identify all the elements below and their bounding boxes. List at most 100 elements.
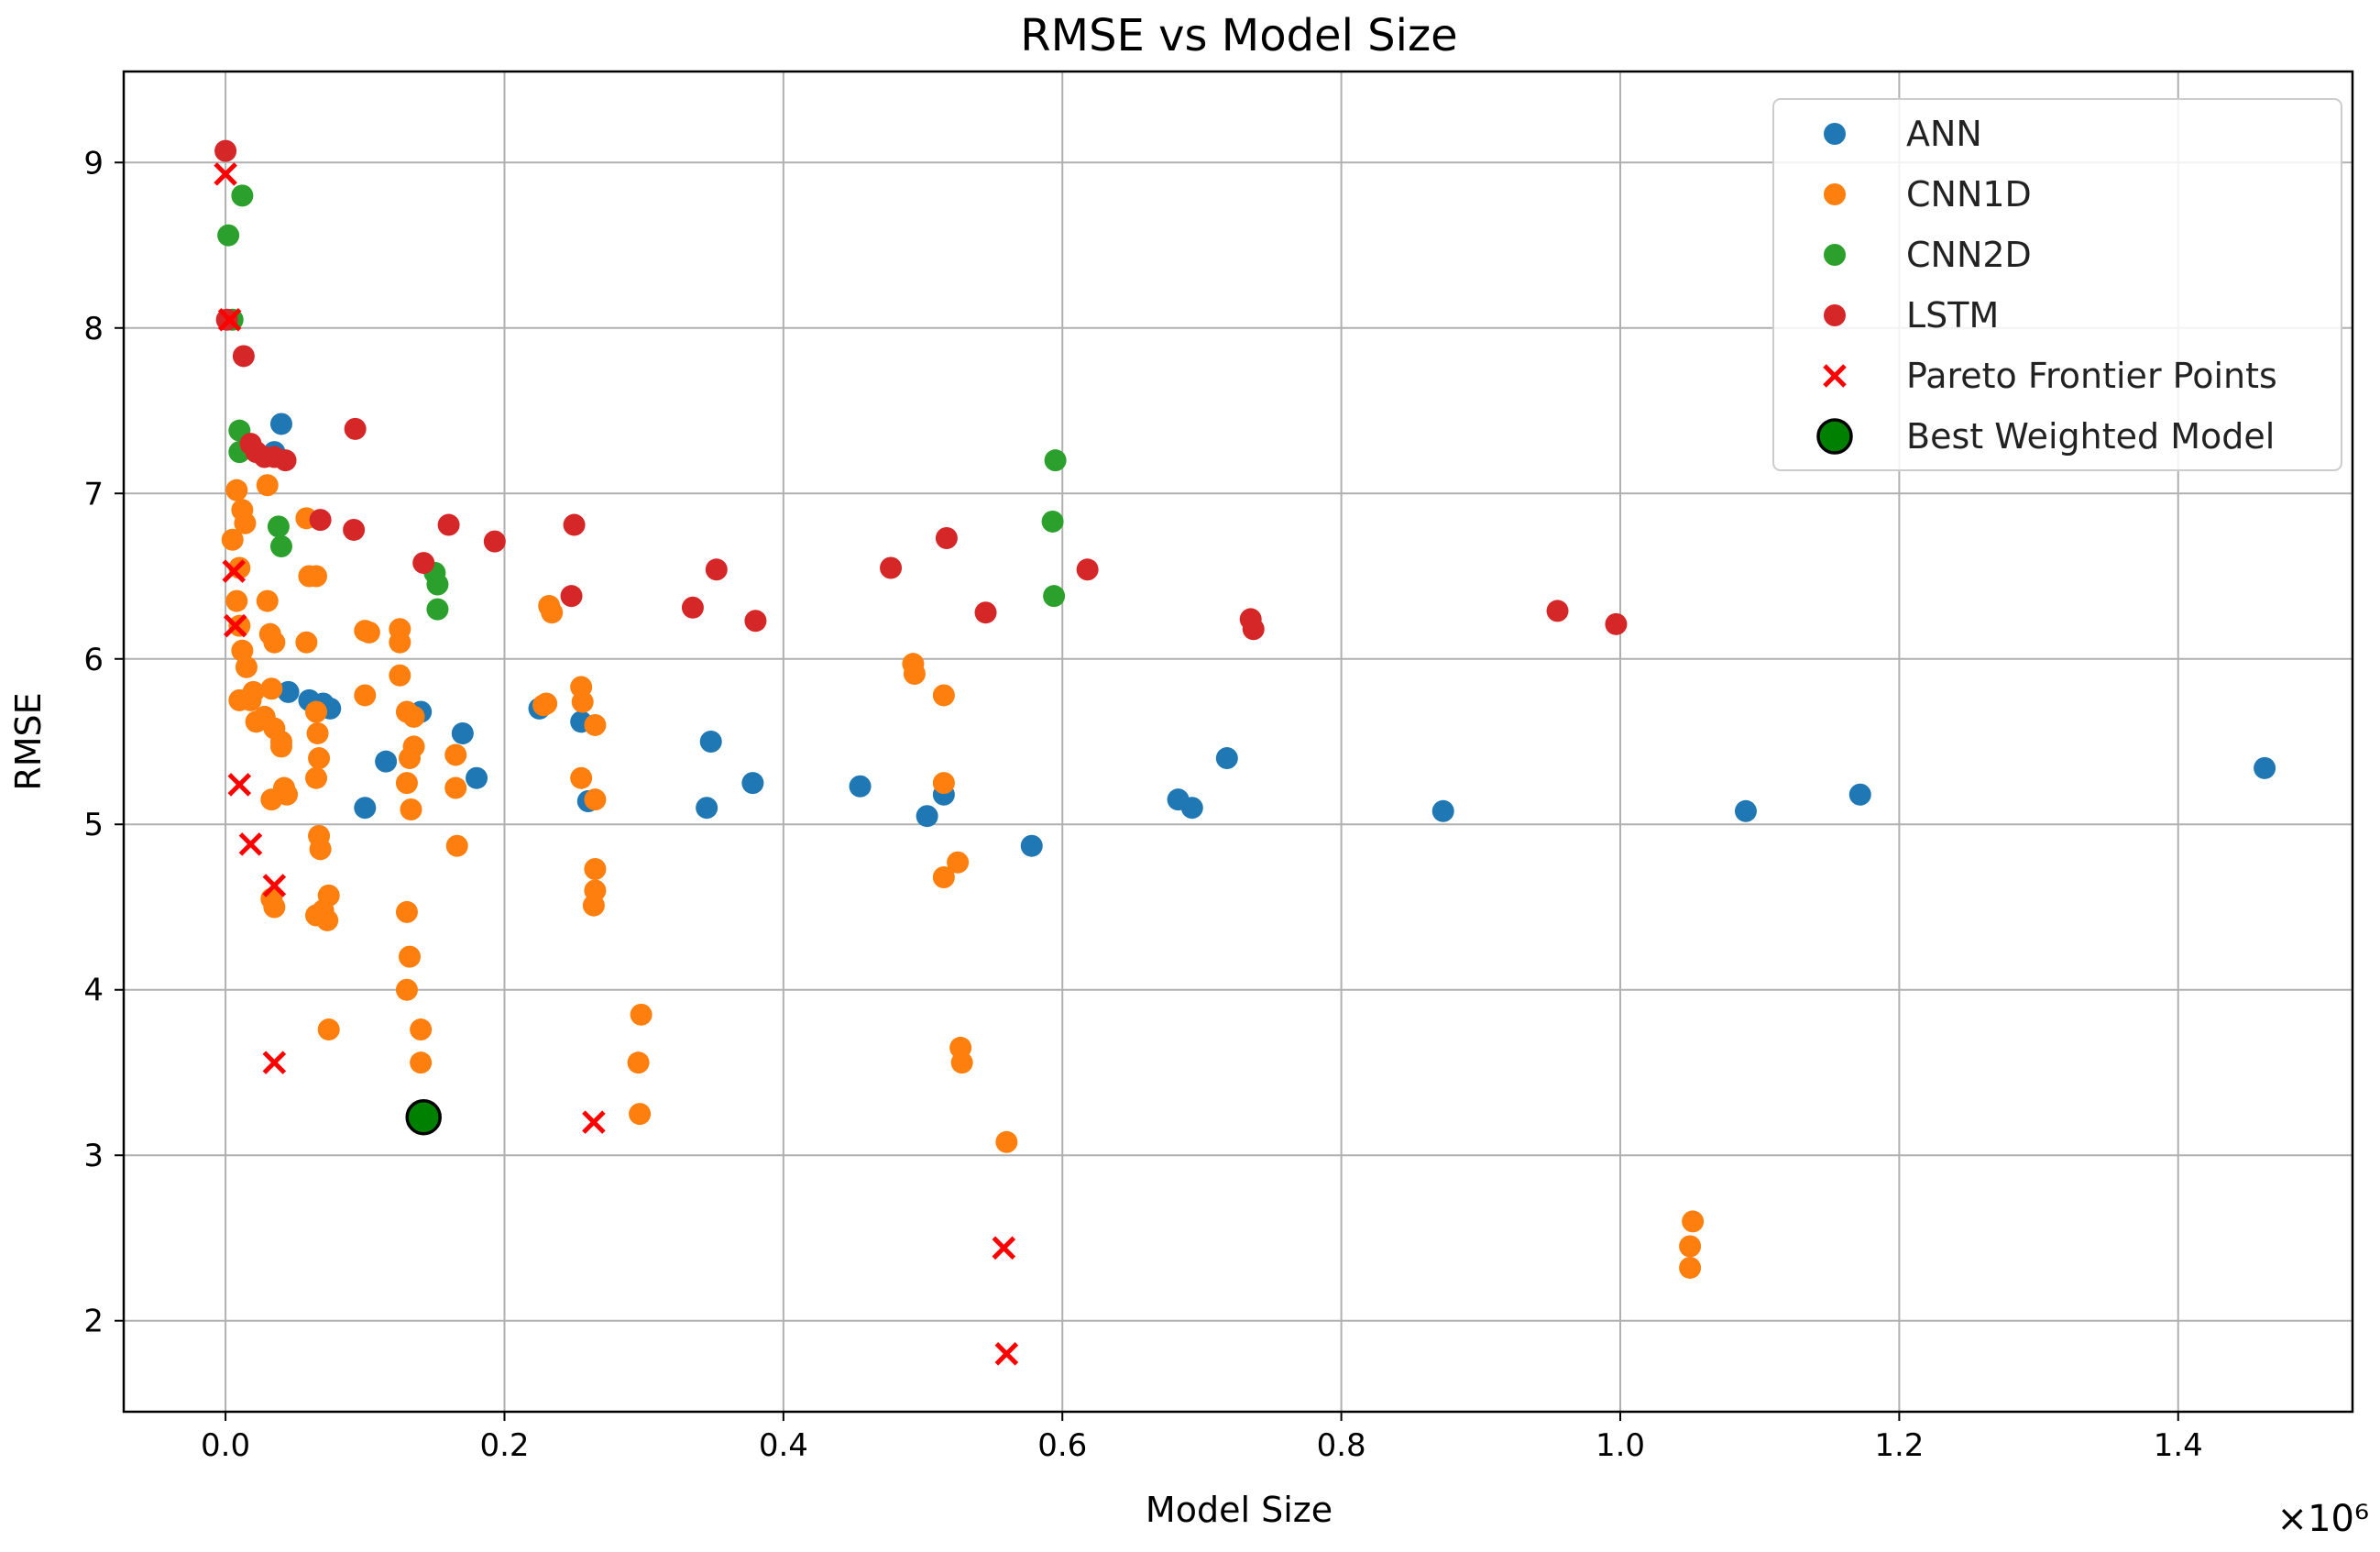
legend-marker-ann	[1824, 123, 1846, 145]
cnn1d-point	[234, 512, 257, 534]
cnn1d-point	[410, 1018, 433, 1041]
legend-label-cnn1d: CNN1D	[1906, 174, 2032, 215]
ann-point	[1848, 783, 1871, 806]
cnn1d-point	[445, 834, 468, 857]
series-pareto-frontier-points	[214, 162, 1019, 1366]
cnn2d-point	[426, 598, 449, 621]
cnn2d-point	[1043, 585, 1066, 608]
pareto-frontier-points-point	[214, 162, 237, 186]
cnn1d-point	[256, 474, 279, 497]
x-axis-label: Model Size	[1146, 1490, 1333, 1530]
pareto-frontier-points-point	[227, 773, 252, 797]
ann-point	[2254, 756, 2276, 779]
ann-point	[916, 805, 938, 828]
lstm-point	[274, 449, 297, 472]
cnn1d-point	[995, 1130, 1018, 1153]
legend: ANN CNN1D CNN2D LSTM Pareto Frontier Points B…	[1772, 98, 2342, 471]
cnn1d-point	[317, 884, 340, 907]
pareto-frontier-points-point	[238, 832, 263, 856]
cnn1d-point	[260, 677, 283, 700]
cnn1d-point	[309, 838, 332, 861]
lstm-point	[705, 558, 728, 581]
lstm-point	[343, 518, 366, 541]
lstm-point	[880, 556, 903, 579]
lstm-point	[412, 552, 435, 575]
cnn1d-point	[629, 1103, 652, 1126]
pareto-frontier-points-point	[992, 1236, 1016, 1260]
lstm-point	[344, 417, 367, 440]
legend-box	[1772, 98, 2342, 471]
lstm-point	[232, 345, 255, 368]
y-tick-label: 2	[83, 1304, 104, 1340]
lstm-point	[483, 530, 506, 553]
cnn1d-point	[535, 692, 558, 715]
cnn2d-point	[269, 535, 292, 558]
ann-point	[849, 775, 872, 798]
ann-point	[1431, 799, 1454, 822]
pareto-frontier-points-point	[994, 1342, 1019, 1366]
ann-point	[699, 731, 722, 753]
cnn1d-point	[263, 631, 286, 654]
legend-label-best-weighted-model: Best Weighted Model	[1906, 416, 2275, 457]
chart-title: RMSE vs Model Size	[1020, 10, 1457, 61]
pareto-frontier-points-point	[262, 1051, 287, 1074]
cnn1d-point	[1679, 1256, 1702, 1279]
lstm-point	[1076, 558, 1099, 581]
cnn1d-point	[932, 772, 955, 795]
y-tick-label: 9	[83, 145, 104, 182]
cnn1d-point	[317, 1018, 340, 1041]
x-tick-label: 1.0	[1596, 1427, 1645, 1464]
cnn1d-point	[1679, 1235, 1702, 1258]
cnn1d-point	[584, 788, 607, 811]
cnn1d-point	[305, 766, 328, 789]
ann-point	[1180, 797, 1203, 820]
best-weighted-model-point	[405, 1098, 442, 1136]
cnn1d-point	[395, 772, 418, 795]
cnn1d-point	[584, 713, 607, 736]
cnn2d-point	[1044, 449, 1067, 472]
ann-point	[277, 680, 300, 703]
lstm-point	[214, 139, 237, 162]
y-tick-label: 4	[83, 973, 104, 1009]
cnn1d-point	[950, 1051, 973, 1074]
legend-marker-best-weighted-model	[1816, 418, 1853, 455]
cnn1d-point	[357, 621, 380, 644]
x-tick-label: 0.2	[479, 1427, 529, 1464]
y-tick-label: 3	[83, 1138, 104, 1174]
cnn1d-point	[444, 743, 467, 766]
lstm-point	[974, 601, 997, 624]
cnn1d-point	[395, 978, 418, 1001]
ann-point	[696, 797, 718, 820]
lstm-point	[1242, 618, 1265, 641]
cnn1d-point	[389, 664, 411, 687]
cnn1d-point	[228, 614, 251, 637]
ann-point	[466, 766, 488, 789]
cnn1d-point	[570, 766, 593, 789]
cnn1d-point	[630, 1003, 653, 1026]
ann-point	[451, 721, 474, 744]
x-axis-offset-label: ×10⁶	[2277, 1498, 2369, 1540]
cnn1d-point	[903, 662, 926, 685]
cnn1d-point	[571, 690, 594, 713]
lstm-point	[681, 596, 704, 619]
cnn1d-point	[256, 589, 279, 612]
series-best-weighted-model	[405, 1098, 442, 1136]
cnn1d-point	[541, 601, 564, 624]
x-tick-label: 0.0	[201, 1427, 250, 1464]
cnn1d-point	[444, 776, 467, 799]
ann-point	[354, 797, 377, 820]
pareto-frontier-points-point	[217, 307, 242, 332]
cnn1d-point	[947, 851, 970, 874]
legend-marker-lstm	[1824, 304, 1846, 326]
y-axis-label: RMSE	[8, 692, 49, 790]
legend-label-ann: ANN	[1906, 114, 1982, 154]
cnn1d-point	[410, 1051, 433, 1074]
legend-item-cnn2d: CNN2D	[1824, 235, 2032, 275]
x-tick-label: 0.6	[1037, 1427, 1087, 1464]
cnn1d-point	[316, 908, 339, 931]
cnn1d-point	[225, 589, 248, 612]
cnn1d-point	[231, 639, 254, 662]
cnn2d-point	[231, 184, 254, 207]
lstm-point	[935, 526, 958, 549]
cnn1d-point	[402, 735, 425, 758]
